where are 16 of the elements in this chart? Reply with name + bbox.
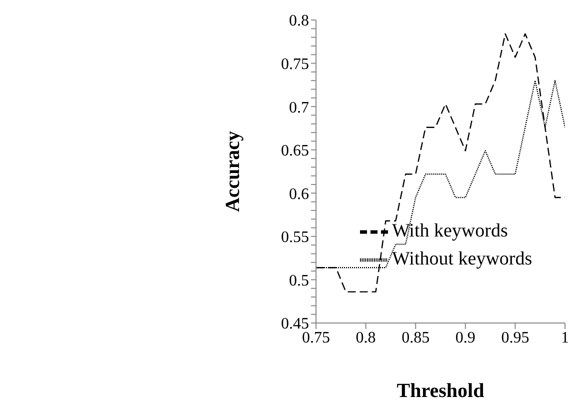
y-tick-label: 0.6 (289, 186, 309, 203)
y-tick-label: 0.75 (281, 56, 309, 73)
x-tick-label: 0.85 (402, 329, 430, 346)
x-axis-title: Threshold (396, 380, 484, 401)
y-tick-label: 0.5 (289, 272, 309, 290)
y-tick-label: 0.8 (289, 12, 309, 30)
y-axis-title: Accuracy (222, 130, 244, 212)
y-tick-label: 0.7 (289, 99, 309, 116)
y-tick-label: 0.55 (281, 229, 309, 246)
legend-label: With keywords (392, 220, 508, 242)
x-tick-label: 0.9 (455, 329, 476, 346)
x-tick-label: 1 (561, 329, 569, 346)
y-tick-label: 0.65 (281, 142, 309, 160)
x-tick-label: 0.8 (356, 329, 376, 346)
legend-label: Without keywords (392, 248, 532, 270)
x-tick-label: 0.95 (501, 329, 530, 346)
